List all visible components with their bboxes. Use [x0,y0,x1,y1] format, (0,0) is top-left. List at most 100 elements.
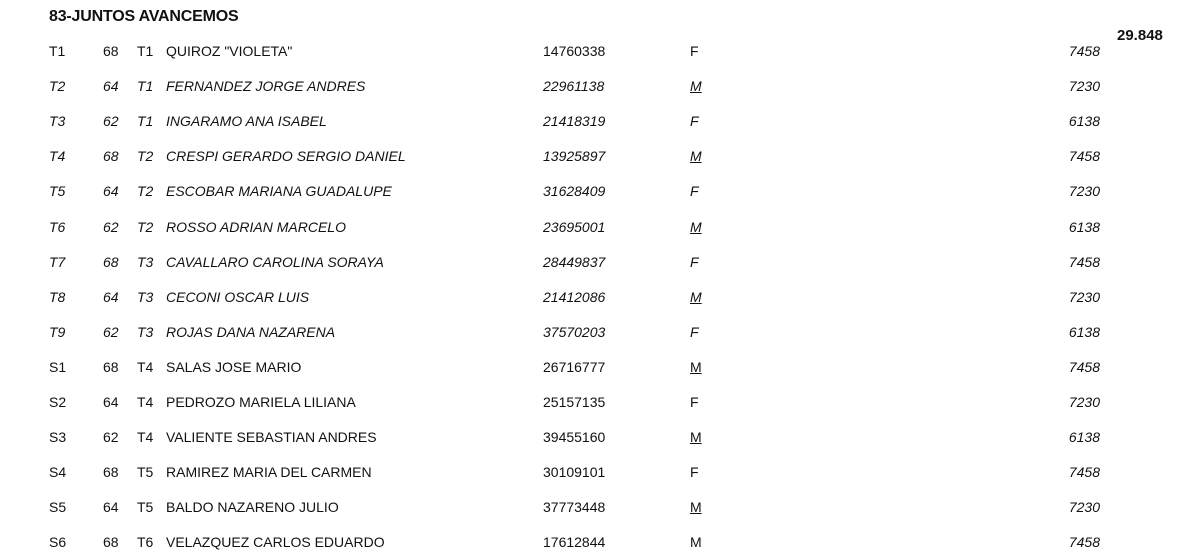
list-number: 64 [103,499,119,516]
value: 6138 [1068,218,1100,235]
candidate-name: QUIROZ "VIOLETA" [166,43,293,59]
list-number: 64 [103,183,119,200]
document-number: 37570203 [543,323,606,340]
value: 6138 [1068,323,1100,340]
sex: M [690,148,702,165]
position-code: S3 [49,429,67,446]
sex: M [690,218,702,235]
candidate-name: INGARAMO ANA ISABEL [166,113,327,130]
candidate-name: SALAS JOSE MARIO [166,358,302,375]
table-row: T3 62 T1 INGARAMO ANA ISABEL 21418319 F 6138 [0,113,1200,133]
value: 7230 [1068,394,1100,410]
position-code: S1 [49,358,67,375]
table-row: T4 68 T2 CRESPI GERARDO SERGIO DANIEL 139258… [0,148,1200,168]
table-row: S5 64 T5 BALDO NAZARENO JULIO 37773448 M 7230 [0,499,1200,519]
sex: M [690,288,702,305]
candidate-name: CRESPI GERARDO SERGIO DANIEL [166,148,406,165]
document-number: 25157135 [543,394,606,410]
value: 7458 [1068,148,1100,165]
sex: M [690,499,702,516]
list-number: 64 [103,78,119,95]
position-code: S4 [49,464,67,481]
document-number: 21418319 [543,113,606,130]
sex: F [690,323,699,340]
list-number: 62 [103,323,119,340]
sex: F [690,253,699,270]
document-number: 28449837 [543,253,606,270]
tier-code: T2 [137,148,154,165]
tier-code: T4 [137,429,154,446]
candidate-name: ESCOBAR MARIANA GUADALUPE [166,183,392,200]
candidate-name: ROJAS DANA NAZARENA [166,323,336,340]
list-number: 64 [103,394,119,410]
candidate-name: RAMIREZ MARIA DEL CARMEN [166,464,372,481]
position-code: S5 [49,499,67,516]
sex: F [690,464,699,481]
tier-code: T3 [137,288,154,305]
list-number: 62 [103,429,119,446]
tier-code: T1 [137,113,154,130]
value: 7458 [1068,534,1100,551]
table-row: T7 68 T3 CAVALLARO CAROLINA SORAYA 28449837 F… [0,254,1200,274]
document-number: 31628409 [543,183,606,200]
candidate-name: ROSSO ADRIAN MARCELO [166,218,346,235]
position-code: T6 [49,218,66,235]
list-number: 68 [103,148,119,165]
value: 7458 [1068,43,1100,59]
sex: F [690,394,699,410]
list-total: 29.848 [1117,27,1163,44]
table-row: T5 64 T2 ESCOBAR MARIANA GUADALUPE 31628409 F… [0,183,1200,203]
position-code: T1 [49,43,66,59]
list-number: 68 [103,464,119,481]
candidate-name: FERNANDEZ JORGE ANDRES [166,78,366,95]
value: 7230 [1068,499,1100,516]
list-number: 68 [103,534,119,551]
sex: M [690,358,702,375]
table-row: S3 62 T4 VALIENTE SEBASTIAN ANDRES 39455160 M… [0,429,1200,449]
document-number: 22961138 [543,78,605,95]
candidate-name: VELAZQUEZ CARLOS EDUARDO [166,534,385,551]
document-number: 21412086 [543,288,606,305]
value: 7458 [1068,464,1100,481]
table-row: T6 62 T2 ROSSO ADRIAN MARCELO 23695001 M 6138 [0,219,1200,239]
candidate-name: PEDROZO MARIELA LILIANA [166,394,356,410]
sex: F [690,113,699,130]
position-code: T2 [49,78,66,95]
table-row: S1 68 T4 SALAS JOSE MARIO 26716777 M 7458 [0,359,1200,379]
value: 6138 [1068,113,1100,130]
list-number: 64 [103,288,119,305]
tier-code: T2 [137,183,154,200]
list-number: 68 [103,253,119,270]
value: 7458 [1068,358,1100,375]
document-number: 23695001 [543,218,606,235]
table-row: S4 68 T5 RAMIREZ MARIA DEL CARMEN 30109101 F 7… [0,464,1200,484]
value: 7458 [1068,253,1100,270]
list-number: 62 [103,113,119,130]
position-code: T5 [49,183,66,200]
tier-code: T1 [137,43,154,59]
candidate-name: CAVALLARO CAROLINA SORAYA [166,253,384,270]
value: 6138 [1068,429,1100,446]
tier-code: T4 [137,358,154,375]
list-number: 62 [103,218,119,235]
position-code: T8 [49,288,66,305]
tier-code: T5 [137,464,154,481]
sex: M [690,429,702,446]
document-number: 37773448 [543,499,606,516]
sex: F [690,43,699,59]
tier-code: T2 [137,218,154,235]
value: 7230 [1068,78,1100,95]
value: 7230 [1068,183,1100,200]
document-number: 14760338 [543,43,606,59]
position-code: T3 [49,113,66,130]
sex: F [690,183,699,200]
tier-code: T6 [137,534,154,551]
document-number: 13925897 [543,148,606,165]
tier-code: T3 [137,253,154,270]
tier-code: T3 [137,323,154,340]
tier-code: T1 [137,78,154,95]
candidate-name: VALIENTE SEBASTIAN ANDRES [166,429,377,446]
document-number: 26716777 [543,358,606,375]
list-number: 68 [103,358,119,375]
list-title: 83-JUNTOS AVANCEMOS [49,8,239,25]
